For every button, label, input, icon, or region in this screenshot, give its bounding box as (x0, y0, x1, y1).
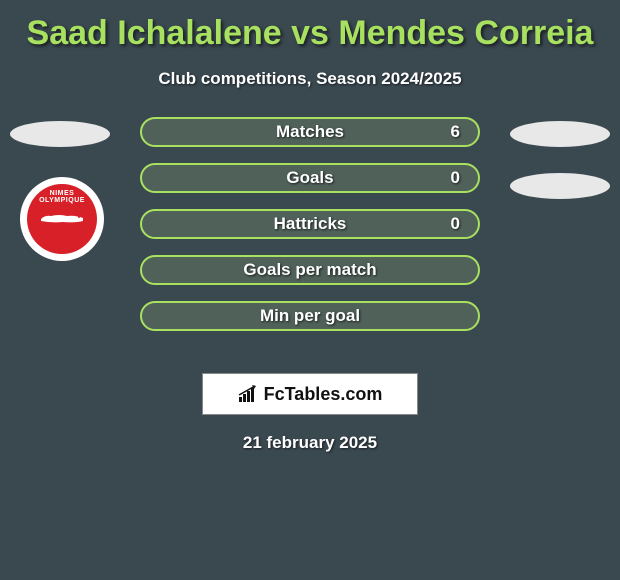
stat-label: Goals per match (243, 260, 376, 280)
stat-bar-goals: Goals 0 (140, 163, 480, 193)
brand-text: FcTables.com (264, 384, 383, 405)
stat-value: 0 (451, 214, 460, 234)
comparison-card: Saad Ichalalene vs Mendes Correia Club c… (0, 0, 620, 463)
club-badge: NIMES OLYMPIQUE (20, 177, 104, 261)
stat-bar-min-per-goal: Min per goal (140, 301, 480, 331)
placeholder-ellipse-right-2 (510, 173, 610, 199)
stat-bar-goals-per-match: Goals per match (140, 255, 480, 285)
stat-label: Hattricks (274, 214, 347, 234)
date-line: 21 february 2025 (0, 433, 620, 453)
content-area: NIMES OLYMPIQUE Matches 6 Goals 0 Hattri… (0, 117, 620, 367)
stat-label: Goals (286, 168, 333, 188)
badge-line-2: OLYMPIQUE (39, 197, 85, 204)
crocodile-icon (39, 210, 85, 224)
stat-rows: Matches 6 Goals 0 Hattricks 0 Goals per … (140, 117, 480, 347)
stat-label: Matches (276, 122, 344, 142)
page-title: Saad Ichalalene vs Mendes Correia (0, 14, 620, 53)
badge-line-1: NIMES (50, 190, 75, 197)
stat-bar-hattricks: Hattricks 0 (140, 209, 480, 239)
stat-label: Min per goal (260, 306, 360, 326)
page-subtitle: Club competitions, Season 2024/2025 (0, 69, 620, 89)
club-badge-inner: NIMES OLYMPIQUE (27, 184, 97, 254)
brand-box: FcTables.com (202, 373, 418, 415)
stat-bar-matches: Matches 6 (140, 117, 480, 147)
stat-value: 6 (451, 122, 460, 142)
bar-chart-icon (238, 385, 260, 403)
placeholder-ellipse-left (10, 121, 110, 147)
placeholder-ellipse-right-1 (510, 121, 610, 147)
stat-value: 0 (451, 168, 460, 188)
